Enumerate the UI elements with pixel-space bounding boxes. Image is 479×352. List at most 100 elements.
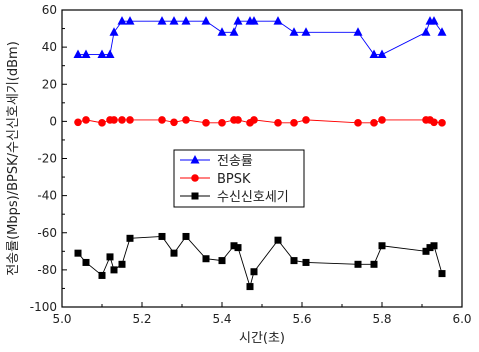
x-axis-title: 시간(초) [239,331,285,346]
data-point [74,118,82,127]
data-point [354,260,362,268]
data-point [302,258,310,266]
data-point [217,27,227,36]
data-point [158,232,166,240]
data-point [273,16,283,25]
legend-marker [191,192,199,200]
axes: -100 -80 -60 -40 -20 0 20 40 60 5.0 5.2 5.4 5.6 5.8 6.… [30,3,472,326]
data-point [274,236,282,244]
legend-label: 수신신호세기 [217,190,289,205]
data-point [354,119,362,127]
data-point [274,119,282,127]
data-point [250,268,258,276]
series-3 [74,232,446,291]
data-point [370,260,378,268]
data-point [230,242,238,250]
data-point [181,16,191,25]
data-point [182,232,190,240]
data-point [430,242,438,250]
data-point [234,244,242,252]
y-tick-label: -40 [37,189,57,203]
data-point [234,116,242,124]
y-tick-label: -80 [37,263,57,277]
data-point [437,27,447,36]
data-point [182,116,190,124]
series-2 [74,116,446,127]
data-point [421,27,431,36]
data-point [169,16,179,25]
data-point [170,249,178,257]
data-point [110,116,118,124]
data-point [126,116,134,124]
series-1 [73,16,447,59]
data-point [377,49,387,59]
y-tick-label: -100 [30,300,57,314]
data-point [249,16,259,25]
x-tick-label: 6.0 [452,312,471,326]
data-point [98,271,106,279]
data-point [290,257,298,265]
data-point [106,253,114,261]
data-point [81,49,91,59]
data-point [158,116,166,124]
data-point [110,266,118,274]
data-point [109,27,119,36]
series-line [78,20,443,55]
data-point [126,234,134,242]
data-point [218,119,226,127]
data-point [82,258,90,266]
y-tick-label: 60 [42,3,57,17]
data-point [202,119,210,127]
data-point [302,116,310,124]
data-point [202,255,210,263]
data-point [430,118,438,127]
data-point [157,16,167,25]
y-axis-title: 전송률(Mbps)/BPSK/수신신호세기(dBm) [6,41,21,276]
data-point [170,118,178,127]
x-tick-label: 5.2 [132,312,151,326]
data-point [82,116,90,124]
data-point [233,16,243,25]
data-point [229,27,239,36]
data-point [201,16,211,25]
data-point [369,49,379,59]
data-point [370,119,378,127]
y-tick-label: 20 [42,77,57,91]
legend: 전송률 BPSK 수신신호세기 [173,149,305,208]
x-tick-label: 5.4 [212,312,231,326]
data-point [74,249,82,257]
y-tick-label: -20 [37,152,57,166]
legend-label: BPSK [217,172,251,187]
data-point [422,247,430,255]
data-point [438,270,446,278]
data-point [125,16,135,25]
data-point [250,116,258,124]
data-point [218,257,226,265]
data-point [117,16,127,25]
data-point [438,119,446,127]
data-point [301,27,311,36]
x-tick-label: 5.8 [372,312,391,326]
data-point [73,49,83,59]
y-tick-label: 0 [49,114,57,128]
data-point [353,27,363,36]
data-series [73,16,447,291]
y-tick-label: 40 [42,40,57,54]
y-tick-label: -60 [37,226,57,240]
data-point [290,119,298,127]
x-tick-label: 5.0 [52,312,71,326]
data-point [118,116,126,124]
series-line [77,235,443,289]
data-point [429,16,439,25]
legend-label: 전송률 [217,154,253,169]
data-point [246,283,254,291]
x-tick-label: 5.6 [292,312,311,326]
data-point [289,27,299,36]
data-point [105,49,115,59]
data-point [378,242,386,250]
data-point [378,116,386,124]
legend-marker [190,155,200,164]
legend-marker [191,174,199,182]
data-point [426,244,434,252]
